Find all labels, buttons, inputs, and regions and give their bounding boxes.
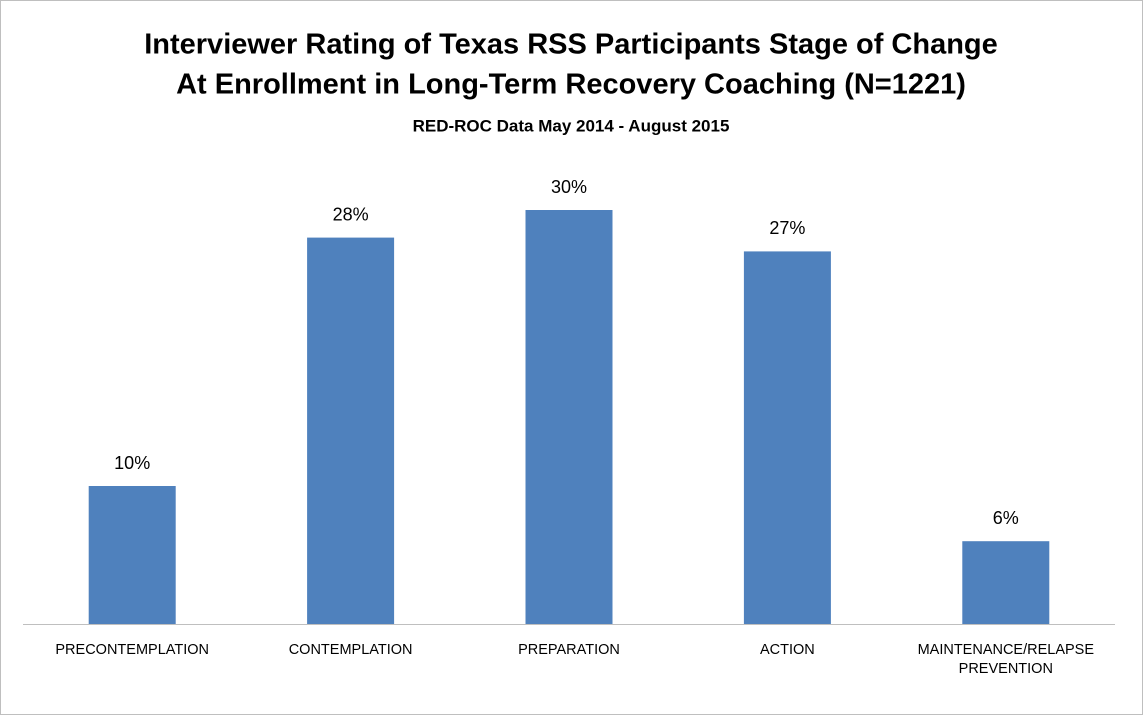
- bar: [307, 237, 395, 624]
- bar: [525, 210, 613, 624]
- x-tick-label: PRECONTEMPLATION: [55, 642, 209, 658]
- data-label: 10%: [114, 453, 150, 473]
- x-tick-label: PREPARATION: [518, 642, 620, 658]
- x-tick-label: ACTION: [760, 642, 815, 658]
- chart-title: Interviewer Rating of Texas RSS Particip…: [144, 29, 998, 61]
- chart-subtitle: RED-ROC Data May 2014 - August 2015: [413, 116, 730, 135]
- x-tick-label: CONTEMPLATION: [288, 642, 413, 658]
- bar: [962, 541, 1050, 624]
- data-label: 30%: [551, 177, 587, 197]
- data-label: 28%: [333, 204, 369, 224]
- bar: [743, 251, 831, 624]
- bar: [88, 486, 176, 624]
- data-label: 6%: [993, 508, 1019, 528]
- x-tick-label: MAINTENANCE/RELAPSE PREVENTION: [917, 642, 1095, 677]
- chart-title: At Enrollment in Long-Term Recovery Coac…: [176, 69, 966, 101]
- data-label: 27%: [769, 218, 805, 238]
